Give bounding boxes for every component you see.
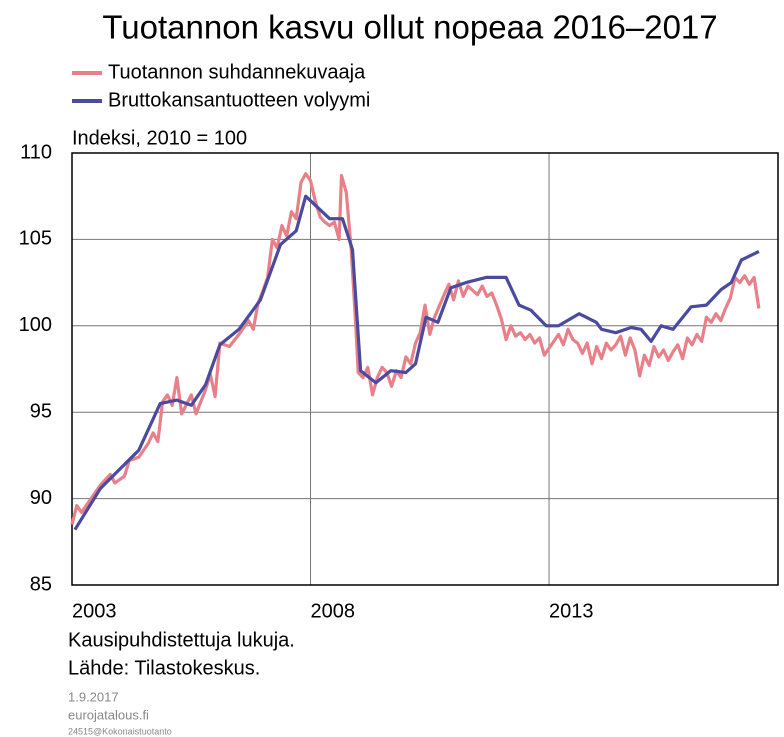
y-tick-label: 105 [19,228,52,250]
series-line [73,194,760,531]
x-tick-label: 2008 [311,600,356,622]
x-tick-label: 2013 [549,600,594,622]
chart-title: Tuotannon kasvu ollut nopeaa 2016–2017 [102,9,717,46]
y-tick-label: 90 [30,487,52,509]
footer-code: 24515@Kokonaistuotanto [68,726,172,736]
footer-date: 1.9.2017 [68,689,119,704]
x-tick-label: 2003 [72,600,117,622]
y-tick-label: 110 [20,141,52,163]
legend-label: Tuotannon suhdannekuvaaja [108,61,366,83]
note: Kausipuhdistettuja lukuja. [68,629,295,651]
plot-frame [71,152,779,586]
y-tick-label: 95 [30,400,52,422]
legend-label: Bruttokansantuotteen volyymi [108,89,370,111]
series-line [70,172,761,525]
y-tick-label: 100 [19,314,52,336]
y-axis-label: Indeksi, 2010 = 100 [72,127,247,149]
footer-site: eurojatalous.fi [68,707,149,722]
note: Lähde: Tilastokeskus. [68,657,260,679]
y-tick-label: 85 [30,573,52,595]
